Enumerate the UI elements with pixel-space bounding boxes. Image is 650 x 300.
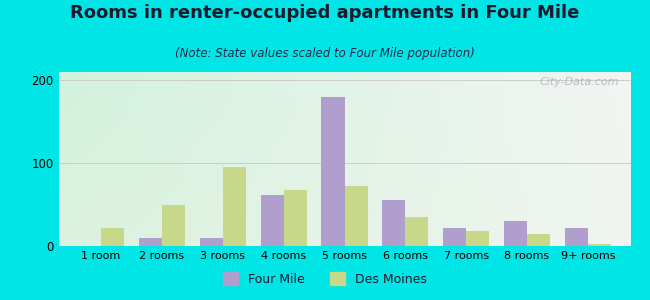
Bar xyxy=(588,244,611,246)
Bar xyxy=(344,186,368,246)
Text: City-Data.com: City-Data.com xyxy=(540,77,619,87)
Legend: Four Mile, Des Moines: Four Mile, Des Moines xyxy=(218,267,432,291)
Bar xyxy=(382,200,406,246)
Bar xyxy=(321,97,345,246)
Bar xyxy=(162,205,185,246)
Bar xyxy=(200,238,223,246)
Bar xyxy=(101,228,124,246)
Bar xyxy=(139,238,162,246)
Bar xyxy=(261,195,283,246)
Bar xyxy=(283,190,307,246)
Bar xyxy=(406,217,428,246)
Bar xyxy=(466,231,489,246)
Text: Rooms in renter-occupied apartments in Four Mile: Rooms in renter-occupied apartments in F… xyxy=(70,4,580,22)
Bar xyxy=(527,234,550,246)
Bar xyxy=(565,228,588,246)
Bar xyxy=(504,221,527,246)
Text: (Note: State values scaled to Four Mile population): (Note: State values scaled to Four Mile … xyxy=(175,46,475,59)
Bar xyxy=(443,228,466,246)
Bar xyxy=(223,167,246,246)
